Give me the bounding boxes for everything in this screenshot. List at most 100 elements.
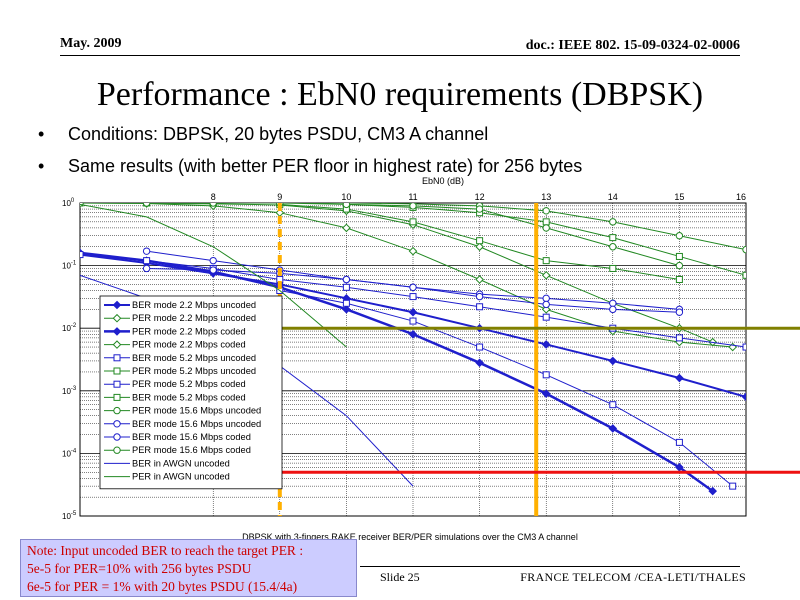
series-line xyxy=(279,290,733,487)
x-tick-label: 16 xyxy=(736,192,746,202)
legend-item: BER mode 2.2 Mbps uncoded xyxy=(104,300,256,310)
legend-item: PER mode 2.2 Mbps coded xyxy=(104,340,246,350)
data-point xyxy=(476,303,484,311)
data-point xyxy=(342,275,351,284)
ber-per-chart: EbN0 (dB) 8 9 10 11 12 13 14 15 16 100 10-1 10-2 10-3… xyxy=(62,176,800,542)
legend: BER mode 2.2 Mbps uncoded PER mode 2.2 Mb… xyxy=(99,295,283,490)
data-point xyxy=(742,343,746,351)
data-point xyxy=(408,307,418,317)
x-tick-label: 9 xyxy=(277,192,282,202)
legend-label: PER mode 15.6 Mbps coded xyxy=(132,445,251,455)
legend-label: BER mode 15.6 Mbps uncoded xyxy=(132,419,261,429)
data-point xyxy=(542,371,550,379)
bullet-text: Conditions: DBPSK, 20 bytes PSDU, CM3 A … xyxy=(68,124,489,144)
data-point xyxy=(209,203,217,207)
legend-label: BER in AWGN uncoded xyxy=(132,458,230,468)
data-point xyxy=(342,283,350,291)
data-point xyxy=(609,401,617,409)
legend-item: BER in AWGN uncoded xyxy=(104,458,230,468)
footer-rule xyxy=(360,566,740,567)
data-point xyxy=(609,299,617,307)
bullet-dot: • xyxy=(38,156,45,176)
legend-item: PER mode 15.6 Mbps coded xyxy=(104,445,251,455)
data-point xyxy=(609,305,617,314)
series xyxy=(342,203,684,270)
x-tick-label: 8 xyxy=(211,192,216,202)
legend-item: PER mode 5.2 Mbps uncoded xyxy=(104,366,256,376)
data-point xyxy=(475,205,484,213)
legend-label: PER mode 15.6 Mbps uncoded xyxy=(132,406,261,416)
data-point xyxy=(541,270,551,280)
data-point xyxy=(476,343,484,351)
y-tick-label: 10-3 xyxy=(62,386,77,396)
legend-label: PER in AWGN uncoded xyxy=(132,472,230,482)
y-tick-label: 10-2 xyxy=(62,323,77,333)
bullet-dot: • xyxy=(38,124,45,144)
legend-label: BER mode 15.6 Mbps coded xyxy=(132,432,251,442)
bullet-text: Same results (with better PER floor in h… xyxy=(68,156,583,176)
data-point xyxy=(741,392,746,402)
legend-item: PER mode 5.2 Mbps coded xyxy=(104,379,246,389)
legend-label: PER mode 2.2 Mbps coded xyxy=(132,326,246,336)
legend-label: BER mode 5.2 Mbps uncoded xyxy=(132,353,256,363)
y-tick-label: 10-5 xyxy=(62,511,77,521)
data-point xyxy=(742,245,746,254)
legend-label: BER mode 2.2 Mbps uncoded xyxy=(132,300,256,310)
data-point xyxy=(409,317,417,325)
data-point xyxy=(542,300,550,309)
data-point xyxy=(542,313,550,321)
data-point xyxy=(80,251,84,259)
legend-label: BER mode 5.2 Mbps coded xyxy=(132,392,246,402)
data-point xyxy=(541,389,551,398)
note-line: 6e-5 for PER = 1% with 20 bytes PSDU (15… xyxy=(27,579,298,594)
data-point xyxy=(409,293,417,301)
data-point xyxy=(476,237,484,245)
bullet-list: • Conditions: DBPSK, 20 bytes PSDU, CM3 A… xyxy=(38,122,582,186)
data-point xyxy=(609,234,617,242)
data-point xyxy=(475,275,484,284)
data-point xyxy=(742,271,746,279)
data-point xyxy=(609,264,617,272)
legend-item: PER mode 15.6 Mbps uncoded xyxy=(104,406,261,416)
y-tick-label: 10-4 xyxy=(62,448,77,458)
data-point xyxy=(609,243,617,251)
header-rule xyxy=(60,55,740,56)
data-point xyxy=(675,275,683,283)
legend-item: BER mode 15.6 Mbps uncoded xyxy=(104,419,261,429)
data-point xyxy=(113,433,121,441)
data-point xyxy=(112,340,122,349)
data-point xyxy=(113,420,121,428)
data-point xyxy=(113,367,121,375)
data-point xyxy=(675,373,684,383)
series xyxy=(80,203,347,348)
legend-box xyxy=(99,295,283,490)
data-point xyxy=(541,340,551,349)
data-point xyxy=(708,486,718,496)
data-point xyxy=(408,246,418,256)
data-point xyxy=(475,358,484,368)
legend-item: PER in AWGN uncoded xyxy=(104,472,230,482)
data-point xyxy=(542,207,550,215)
series-line xyxy=(346,203,680,267)
legend-item: BER mode 15.6 Mbps coded xyxy=(104,432,251,442)
data-point xyxy=(675,252,683,260)
series-layer xyxy=(80,203,746,496)
data-point xyxy=(342,299,350,307)
x-tick-label: 12 xyxy=(475,192,485,202)
footer-organizations: FRANCE TELECOM /CEA-LETI/THALES xyxy=(520,570,746,584)
data-point xyxy=(608,424,618,433)
slide-title: Performance : EbN0 requirements (DBPSK) xyxy=(96,76,704,113)
series-line xyxy=(80,203,347,348)
data-point xyxy=(609,218,617,226)
data-point xyxy=(142,247,151,255)
data-point xyxy=(112,327,122,336)
data-point xyxy=(113,393,121,401)
data-point xyxy=(608,356,618,366)
data-point xyxy=(209,256,217,265)
legend-item: PER mode 2.2 Mbps coded xyxy=(104,326,246,336)
data-point xyxy=(342,223,351,233)
note-line: 5e-5 for PER=10% with 256 bytes PSDU xyxy=(27,561,252,576)
legend-label: PER mode 2.2 Mbps coded xyxy=(132,340,246,350)
data-point xyxy=(342,305,351,314)
x-tick-label: 10 xyxy=(341,192,351,202)
